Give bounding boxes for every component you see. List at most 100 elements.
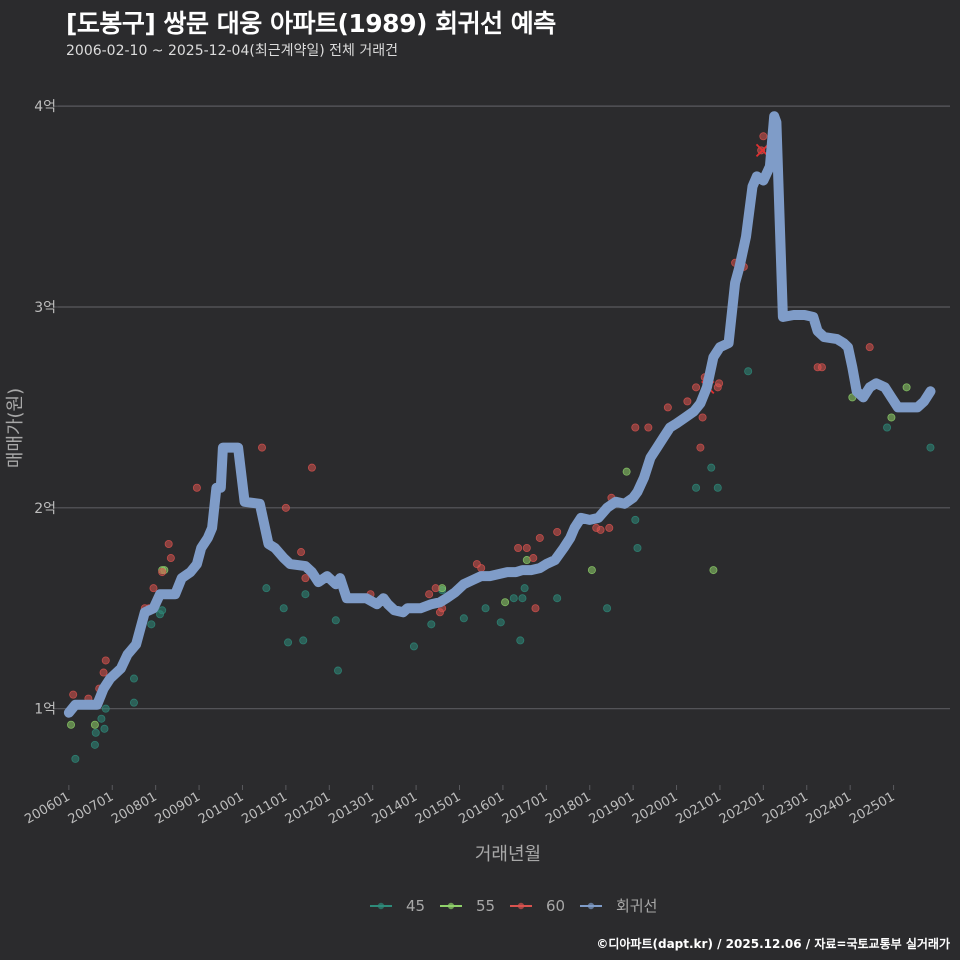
point-45 [459, 614, 468, 623]
point-60 [149, 584, 158, 593]
x-tick-label: 202001 [630, 789, 680, 827]
point-45 [481, 604, 490, 613]
x-tick-label: 201601 [456, 789, 506, 827]
point-45 [101, 704, 110, 713]
point-45 [284, 638, 293, 647]
legend-item-45: 45 [370, 897, 425, 915]
legend-label: 45 [406, 897, 425, 915]
point-60 [757, 146, 766, 155]
point-45 [147, 620, 156, 629]
legend-item-55: 55 [440, 897, 495, 915]
outlier-cross [755, 143, 770, 157]
point-60 [166, 554, 175, 563]
point-45 [90, 740, 99, 749]
point-60 [297, 548, 306, 557]
x-tick-label: 201501 [413, 789, 463, 827]
x-tick-label: 202401 [804, 789, 854, 827]
point-55 [709, 566, 718, 575]
point-45 [409, 642, 418, 651]
point-60 [158, 568, 167, 577]
point-55 [522, 556, 531, 565]
point-55 [67, 720, 76, 729]
legend-dot [517, 902, 525, 910]
data-points [67, 132, 935, 763]
point-45 [279, 604, 288, 613]
point-45 [509, 594, 518, 603]
point-45 [603, 604, 612, 613]
x-tick-label: 201301 [326, 789, 376, 827]
point-60 [101, 656, 110, 665]
point-60 [522, 544, 531, 553]
x-axis-title: 거래년월 [475, 844, 541, 865]
point-60 [535, 533, 544, 542]
legend-label: 60 [546, 897, 565, 915]
y-tick-label: 4억 [34, 99, 56, 115]
legend: 45 55 60 회귀선 [370, 897, 657, 915]
point-45 [158, 606, 167, 615]
x-tick-label: 200801 [109, 789, 159, 827]
legend-item-60: 60 [510, 897, 565, 915]
point-55 [887, 413, 896, 422]
point-60 [431, 584, 440, 593]
point-60 [817, 363, 826, 372]
point-45 [520, 584, 529, 593]
point-60 [531, 604, 540, 613]
point-60 [698, 413, 707, 422]
x-tick-label: 201101 [239, 789, 289, 827]
point-60 [307, 463, 316, 472]
point-60 [192, 483, 201, 492]
x-tick-label: 201001 [196, 789, 246, 827]
point-45 [129, 698, 138, 707]
x-tick-label: 201901 [587, 789, 637, 827]
y-axis: 1억 2억 3억 4억 [34, 99, 58, 718]
regression-line-layer [63, 111, 936, 718]
point-45 [926, 443, 935, 452]
point-45 [71, 754, 80, 763]
point-60 [696, 443, 705, 452]
point-55 [587, 566, 596, 575]
point-45 [331, 616, 340, 625]
source-caption: ©디아파트(dapt.kr) / 2025.12.06 / 자료=국토교통부 실… [596, 937, 950, 951]
point-45 [299, 636, 308, 645]
point-60 [631, 423, 640, 432]
legend-label: 55 [476, 897, 495, 915]
regression-line [63, 111, 936, 718]
y-tick-label: 1억 [34, 702, 56, 718]
point-45 [301, 590, 310, 599]
grid-lines [58, 105, 950, 710]
point-60 [596, 525, 605, 534]
point-60 [529, 554, 538, 563]
point-60 [715, 379, 724, 388]
point-60 [425, 590, 434, 599]
legend-dot [447, 902, 455, 910]
point-60 [514, 544, 523, 553]
point-60 [759, 132, 768, 141]
point-45 [333, 666, 342, 675]
point-60 [69, 690, 78, 699]
point-60 [692, 383, 701, 392]
x-tick-label: 201401 [370, 789, 420, 827]
point-55 [622, 467, 631, 476]
y-tick-label: 3억 [34, 300, 56, 316]
x-tick-label: 202201 [717, 789, 767, 827]
point-45 [713, 483, 722, 492]
point-55 [90, 720, 99, 729]
x-tick-label: 200901 [153, 789, 203, 827]
point-45 [496, 618, 505, 627]
point-45 [262, 584, 271, 593]
x-tick-label: 200601 [22, 789, 72, 827]
point-60 [644, 423, 653, 432]
legend-label: 회귀선 [616, 897, 657, 915]
page-title: [도봉구] 쌍문 대웅 아파트(1989) 회귀선 예측 [66, 9, 556, 38]
point-45 [744, 367, 753, 376]
point-55 [902, 383, 911, 392]
point-60 [553, 527, 562, 536]
point-45 [692, 483, 701, 492]
x-tick-label: 200701 [66, 789, 116, 827]
point-60 [663, 403, 672, 412]
page-subtitle: 2006-02-10 ~ 2025-12-04(최근계약일) 전체 거래건 [66, 43, 398, 59]
point-55 [501, 598, 510, 607]
x-tick-label: 202101 [673, 789, 723, 827]
